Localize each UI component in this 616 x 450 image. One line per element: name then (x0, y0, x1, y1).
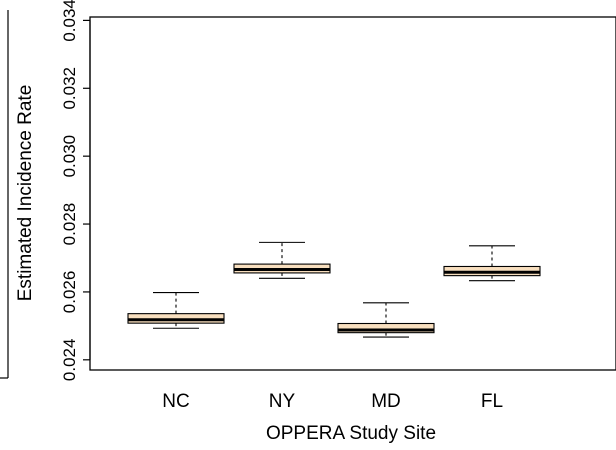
y-tick-label: 0.026 (60, 271, 79, 314)
y-axis-title: Estimated Incidence Rate (15, 85, 36, 302)
y-tick-label: 0.024 (60, 339, 79, 382)
box-fl (443, 245, 541, 282)
x-axis: NC NY MD FL (162, 391, 503, 412)
box-iqr (337, 322, 435, 334)
y-tick-label: 0.032 (60, 67, 79, 110)
box-series (127, 241, 541, 338)
box-md (337, 302, 435, 338)
x-tick-label: NC (162, 391, 189, 412)
box-nc (127, 292, 225, 329)
y-tick-label: 0.034 (60, 0, 79, 42)
y-axis: 0.024 0.026 0.028 0.030 0.032 0.034 (60, 0, 91, 382)
x-tick-label: NY (269, 391, 296, 412)
x-tick-label: FL (481, 391, 503, 412)
y-tick-label: 0.028 (60, 203, 79, 246)
box-ny (233, 241, 331, 279)
y-tick-label: 0.030 (60, 135, 79, 178)
x-tick-label: MD (371, 391, 401, 412)
x-axis-title: OPPERA Study Site (266, 423, 436, 444)
